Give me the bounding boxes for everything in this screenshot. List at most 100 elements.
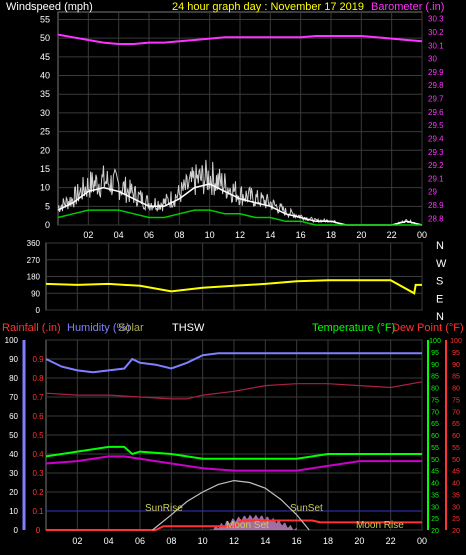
wind-x-tick-label: 00 [417,230,427,240]
dewpoint-tick-label: 80 [452,386,460,393]
humidity-line [45,352,422,374]
dewpoint-tick-label: 85 [452,374,460,381]
baro-tick-label: 30 [428,55,437,64]
dewpoint-tick-label: 35 [452,492,460,499]
temp-tick-label: 45 [431,469,439,476]
dir-y-tick-label: 360 [27,239,41,248]
wind-y-tick-label: 25 [40,127,50,137]
wind-x-tick-label: 16 [296,230,306,240]
dewpoint-tick-label: 95 [452,350,460,357]
dewpoint-tick-label: 70 [452,409,460,416]
dew-point-axis-label: Dew Point (°F) [392,322,464,334]
rain-tick-label: 0.8 [32,374,44,383]
rain-x-tick-label: 20 [354,536,364,546]
rain-tick-label: 0.2 [32,488,44,497]
humidity-axis-label: Humidity (%) [67,322,130,334]
dir-y-tick-label: 90 [31,289,40,298]
dewpoint-tick-label: 25 [452,516,460,523]
baro-tick-label: 28.8 [428,214,444,223]
baro-tick-label: 28.9 [428,201,444,210]
dewpoint-tick-label: 30 [452,504,460,511]
temp-tick-label: 20 [431,528,439,535]
baro-tick-label: 29.4 [428,134,444,143]
wind-y-tick-label: 15 [40,164,50,174]
dewpoint-tick-label: 90 [452,362,460,369]
wind-x-tick-label: 10 [205,230,215,240]
temp-tick-label: 35 [431,492,439,499]
humidity-tick-label: 90 [9,355,18,364]
dewpoint-tick-label: 75 [452,397,460,404]
humidity-tick-label: 80 [9,374,18,383]
humidity-tick-label: 40 [9,450,18,459]
barometer-line [57,33,423,45]
rain-x-tick-label: 06 [135,536,145,546]
rain-x-tick-label: 12 [229,536,239,546]
wind-x-tick-label: 04 [114,230,124,240]
wind-y-tick-label: 20 [40,145,50,155]
compass-label: W [436,258,447,270]
sunrise-label: SunRise [145,503,183,514]
baro-tick-label: 29.1 [428,174,444,183]
dewpoint-tick-label: 60 [452,433,460,440]
temp-tick-label: 50 [431,457,439,464]
wind-direction-line [45,279,422,295]
compass-label: S [436,276,443,288]
wind-x-tick-label: 22 [387,230,397,240]
sunset-label: SunSet [290,503,323,514]
dewpoint-tick-label: 55 [452,445,460,452]
wind-y-tick-label: 35 [40,89,50,99]
wind-y-tick-label: 45 [40,52,50,62]
sun-arc-line [152,479,310,531]
humidity-tick-label: 100 [5,336,19,345]
temperature-axis-label: Temperature (°F) [312,322,395,334]
temperature-line [45,445,422,460]
temp-tick-label: 75 [431,397,439,404]
dewpoint-tick-label: 50 [452,457,460,464]
wind-y-tick-label: 5 [45,201,50,211]
baro-tick-label: 29 [428,188,437,197]
wind-y-tick-label: 55 [40,14,50,24]
rain-tick-label: 0.9 [32,355,44,364]
wind-x-tick-label: 08 [174,230,184,240]
rain-tick-label: 0.5 [32,431,44,440]
rain-tick-label: 0 [36,526,41,535]
compass-label: E [436,293,443,305]
baro-tick-label: 29.2 [428,161,444,170]
baro-tick-label: 29.7 [428,95,444,104]
rain-tick-label: 0.7 [32,393,44,402]
wind-x-tick-label: 20 [356,230,366,240]
wind-y-tick-label: 10 [40,183,50,193]
barometer-axis-label: Barometer (.in) [371,1,444,13]
wind-x-tick-label: 12 [235,230,245,240]
wind-x-tick-label: 14 [265,230,275,240]
baro-tick-label: 29.9 [428,68,444,77]
thsw-label: THSW [172,322,205,334]
wind-average-line [57,209,422,226]
wind-y-tick-label: 50 [40,33,50,43]
rain-x-tick-label: 16 [292,536,302,546]
rain-x-tick-label: 04 [104,536,114,546]
rain-x-tick-label: 08 [166,536,176,546]
rainfall-line [46,519,422,531]
rain-x-tick-label: 22 [386,536,396,546]
humidity-tick-label: 10 [9,507,18,516]
humidity-tick-label: 0 [14,526,19,535]
temp-tick-label: 25 [431,516,439,523]
wind-axis-label: Windspeed (mph) [6,1,93,13]
baro-tick-label: 30.3 [428,15,444,24]
dir-y-tick-label: 180 [27,273,41,282]
wind-x-tick-label: 06 [144,230,154,240]
wind-y-tick-label: 40 [40,71,50,81]
temp-tick-label: 65 [431,421,439,428]
temp-tick-label: 100 [429,338,441,345]
rain-x-tick-label: 02 [72,536,82,546]
wind-y-tick-label: 0 [45,220,50,230]
rain-x-tick-label: 14 [260,536,270,546]
rain-tick-label: 0.3 [32,469,44,478]
humidity-tick-label: 70 [9,393,18,402]
baro-tick-label: 29.8 [428,81,444,90]
temp-tick-label: 60 [431,433,439,440]
baro-tick-label: 29.5 [428,121,444,130]
humidity-tick-label: 60 [9,412,18,421]
